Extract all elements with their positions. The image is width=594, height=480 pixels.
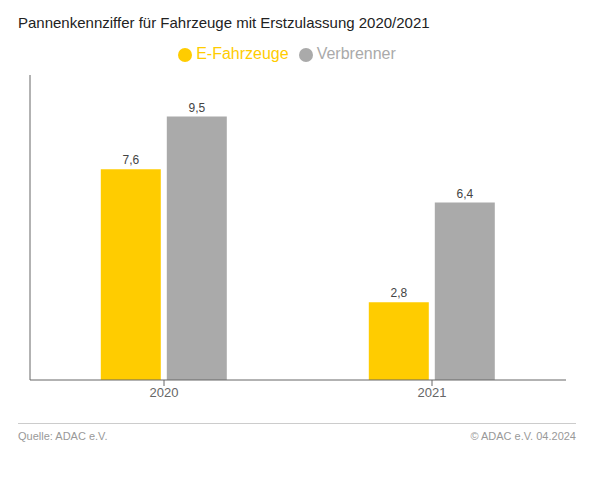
html-text:Quelle: ADAC e.V.: Quelle: ADAC e.V. [18, 430, 108, 442]
svg-text:2021: 2021 [418, 385, 447, 400]
html-text:© ADAC e.V. 04.2024: © ADAC e.V. 04.2024 [470, 430, 576, 442]
html-text:Verbrenner: Verbrenner [316, 45, 396, 62]
svg-text:2020: 2020 [150, 385, 179, 400]
svg-text:7,6: 7,6 [122, 153, 139, 167]
html-text:Pannenkennziffer für Fahrzeuge: Pannenkennziffer für Fahrzeuge mit Erstz… [18, 14, 430, 31]
svg-text:9,5: 9,5 [188, 101, 205, 115]
svg-text:6,4: 6,4 [456, 187, 473, 201]
html-text:E-Fahrzeuge: E-Fahrzeuge [196, 45, 289, 62]
svg-text:2,8: 2,8 [390, 286, 407, 300]
